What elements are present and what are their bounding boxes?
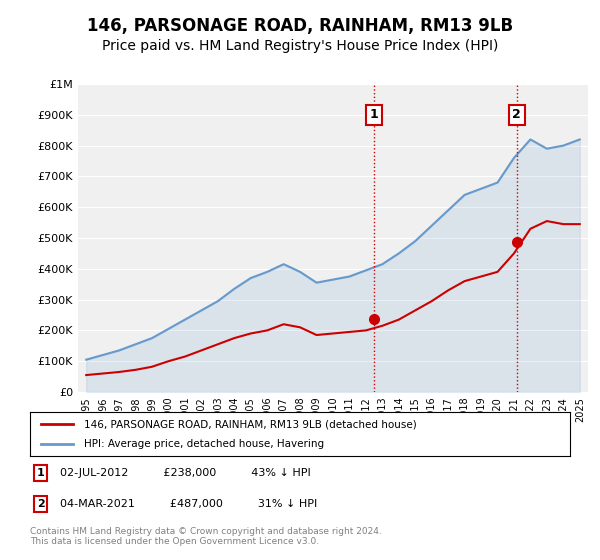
Text: 1: 1 — [37, 468, 44, 478]
Text: 2: 2 — [512, 108, 521, 122]
Text: 2: 2 — [37, 499, 44, 509]
Text: 1: 1 — [370, 108, 379, 122]
Text: 146, PARSONAGE ROAD, RAINHAM, RM13 9LB: 146, PARSONAGE ROAD, RAINHAM, RM13 9LB — [87, 17, 513, 35]
Text: HPI: Average price, detached house, Havering: HPI: Average price, detached house, Have… — [84, 439, 324, 449]
Text: Contains HM Land Registry data © Crown copyright and database right 2024.
This d: Contains HM Land Registry data © Crown c… — [30, 526, 382, 546]
Text: 04-MAR-2021          £487,000          31% ↓ HPI: 04-MAR-2021 £487,000 31% ↓ HPI — [60, 499, 317, 509]
Text: Price paid vs. HM Land Registry's House Price Index (HPI): Price paid vs. HM Land Registry's House … — [102, 39, 498, 53]
Text: 146, PARSONAGE ROAD, RAINHAM, RM13 9LB (detached house): 146, PARSONAGE ROAD, RAINHAM, RM13 9LB (… — [84, 419, 417, 429]
Text: 02-JUL-2012          £238,000          43% ↓ HPI: 02-JUL-2012 £238,000 43% ↓ HPI — [60, 468, 311, 478]
